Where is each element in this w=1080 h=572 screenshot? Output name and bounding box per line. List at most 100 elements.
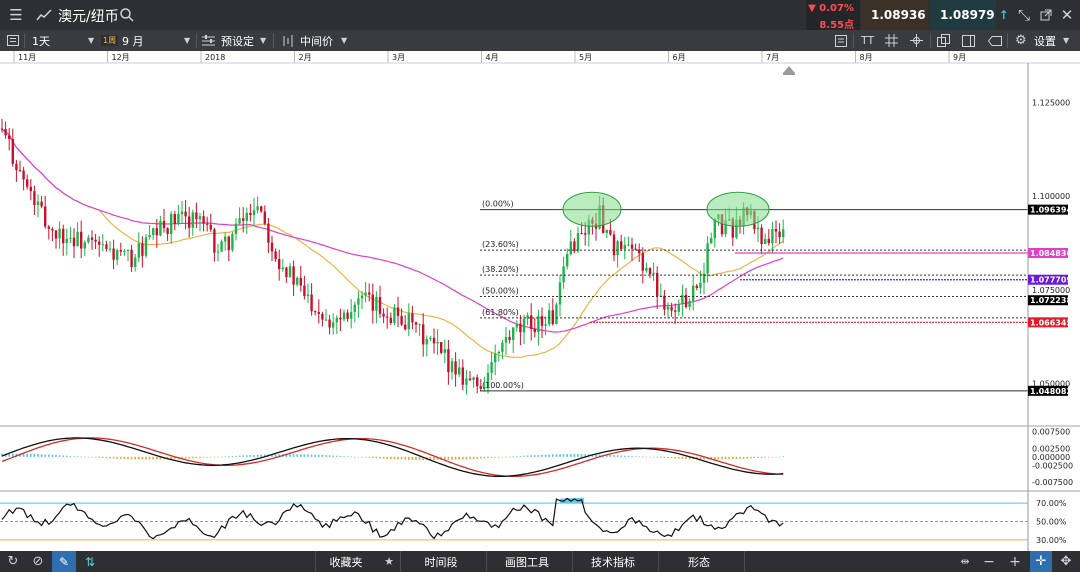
candle-body bbox=[508, 336, 511, 340]
macd-histogram-bar bbox=[102, 456, 104, 458]
chart-type-icon[interactable] bbox=[30, 0, 58, 30]
candle-body bbox=[695, 285, 698, 288]
indicators-tab[interactable]: 技术指标 bbox=[591, 555, 635, 569]
patterns-tab[interactable]: 形态 bbox=[688, 555, 710, 569]
pattern-ellipse bbox=[706, 191, 770, 227]
macd-histogram-bar bbox=[480, 456, 482, 459]
crosshair-tool-icon[interactable]: ✛ bbox=[1030, 551, 1052, 572]
macd-histogram-bar bbox=[382, 456, 385, 459]
label-icon[interactable] bbox=[988, 30, 1002, 51]
candle-body bbox=[15, 163, 18, 170]
macd-histogram-bar bbox=[76, 456, 79, 458]
zoom-in-icon[interactable]: + bbox=[1009, 553, 1021, 570]
crosshair-icon[interactable] bbox=[910, 30, 923, 51]
candle-body bbox=[134, 257, 137, 267]
candle-body bbox=[634, 248, 637, 250]
dropdown-caret-icon[interactable]: ▼ bbox=[260, 36, 267, 45]
macd-histogram-bar bbox=[192, 456, 194, 459]
grid-icon[interactable] bbox=[885, 30, 898, 51]
macd-tick-label: 0.007500 bbox=[1032, 427, 1070, 436]
drawing-tools-tab[interactable]: 画图工具 bbox=[505, 555, 549, 569]
text-size-icon[interactable]: TT bbox=[861, 34, 875, 47]
star-icon[interactable]: ★ bbox=[384, 555, 394, 568]
macd-histogram-bar bbox=[620, 455, 622, 457]
candle-body bbox=[447, 349, 450, 373]
candle-body bbox=[148, 235, 151, 238]
preset-icon bbox=[202, 30, 215, 51]
dropdown-caret-icon[interactable]: ▼ bbox=[184, 36, 191, 45]
dropdown-caret-icon[interactable]: ▼ bbox=[88, 36, 95, 45]
symbol-title[interactable]: 澳元/纽币 bbox=[58, 9, 119, 25]
chart-area[interactable]: (0.00%) (23.60%) (38.20%) (50.00%) (61.80%) (… bbox=[0, 51, 1080, 551]
collapse-icon[interactable]: ⤡ bbox=[1017, 6, 1030, 24]
macd-histogram-bar bbox=[526, 455, 529, 457]
candle-body bbox=[378, 296, 382, 314]
up-arrow-icon: ↑ bbox=[998, 8, 1009, 22]
candle-body bbox=[299, 277, 302, 286]
fit-icon[interactable]: ⇹ bbox=[960, 555, 970, 568]
macd-histogram-bar bbox=[8, 453, 10, 457]
macd-histogram-bar bbox=[159, 456, 162, 460]
search-icon[interactable] bbox=[113, 0, 141, 30]
timeframe-select[interactable]: 1天 bbox=[32, 34, 50, 48]
candle-body bbox=[252, 210, 256, 216]
moving-averages-layer bbox=[1, 128, 784, 359]
macd-histogram-bar bbox=[361, 456, 363, 458]
menu-icon[interactable]: ☰ bbox=[9, 6, 23, 24]
price-chart[interactable]: (0.00%) (23.60%) (38.20%) (50.00%) (61.80%) (… bbox=[0, 51, 1080, 551]
pencil-icon[interactable]: ✎ bbox=[52, 551, 76, 572]
macd-histogram-bar bbox=[490, 456, 493, 458]
candle-body bbox=[80, 231, 83, 249]
favorites-tab[interactable]: 收藏夹 bbox=[329, 555, 363, 569]
move-icon[interactable]: ✥ bbox=[1060, 554, 1072, 569]
period-tab[interactable]: 时间段 bbox=[424, 555, 458, 569]
gear-icon[interactable]: ⚙ bbox=[1015, 33, 1027, 48]
sidebar-icon[interactable] bbox=[962, 30, 975, 51]
candle-body bbox=[526, 315, 529, 319]
candle-body bbox=[0, 128, 4, 130]
block-icon[interactable]: ⊘ bbox=[32, 554, 44, 569]
candle-body bbox=[130, 249, 133, 267]
macd-histogram-bar bbox=[606, 454, 608, 457]
dropdown-caret-icon[interactable]: ▼ bbox=[341, 36, 348, 45]
macd-histogram-bar bbox=[51, 454, 54, 457]
swap-icon[interactable]: ⇅ bbox=[84, 554, 96, 569]
macd-histogram-bar bbox=[462, 456, 464, 460]
candle-body bbox=[44, 206, 47, 227]
range-select[interactable]: 9 月 bbox=[122, 34, 144, 48]
macd-histogram-bar bbox=[685, 456, 687, 459]
candle-body bbox=[98, 241, 101, 245]
x-tick-label: 2月 bbox=[299, 53, 312, 62]
x-tick-label: 11月 bbox=[18, 53, 36, 62]
candle-body bbox=[400, 315, 403, 325]
preset-select[interactable]: 预设定 bbox=[221, 34, 254, 48]
copy-icon[interactable] bbox=[937, 30, 950, 51]
price-type-select[interactable]: 中间价 bbox=[300, 34, 333, 48]
candle-body bbox=[54, 230, 58, 239]
macd-histogram-bar bbox=[688, 456, 691, 460]
close-icon[interactable]: ✕ bbox=[1060, 6, 1074, 24]
macd-histogram-bar bbox=[699, 456, 702, 460]
candle-body bbox=[306, 294, 310, 297]
refresh-icon[interactable]: ↻ bbox=[7, 554, 19, 569]
bid-price-button[interactable]: 1.08936 ↓ bbox=[861, 0, 940, 30]
candle-body bbox=[191, 212, 194, 228]
macd-histogram-bar bbox=[375, 456, 378, 459]
panel-icon[interactable] bbox=[7, 30, 19, 51]
popout-icon[interactable] bbox=[1032, 0, 1060, 30]
macd-histogram-bar bbox=[346, 456, 349, 457]
candle-body bbox=[616, 241, 619, 256]
zoom-out-icon[interactable]: − bbox=[983, 553, 995, 570]
y-tick-label: 1.050000 bbox=[1032, 380, 1070, 389]
notes-icon[interactable] bbox=[835, 30, 847, 51]
candle-body bbox=[393, 307, 396, 324]
macd-histogram-bar bbox=[516, 456, 518, 457]
pattern-ellipse bbox=[562, 191, 622, 227]
macd-tick-label: 0.002500 bbox=[1032, 444, 1070, 453]
settings-button[interactable]: 设置 bbox=[1034, 34, 1056, 48]
candle-body bbox=[270, 242, 274, 252]
ask-price-button[interactable]: 1.08979 ↑ bbox=[930, 0, 1009, 30]
dropdown-caret-icon[interactable]: ▼ bbox=[1063, 36, 1070, 45]
candle-body bbox=[666, 306, 670, 310]
candle-body bbox=[180, 211, 184, 215]
